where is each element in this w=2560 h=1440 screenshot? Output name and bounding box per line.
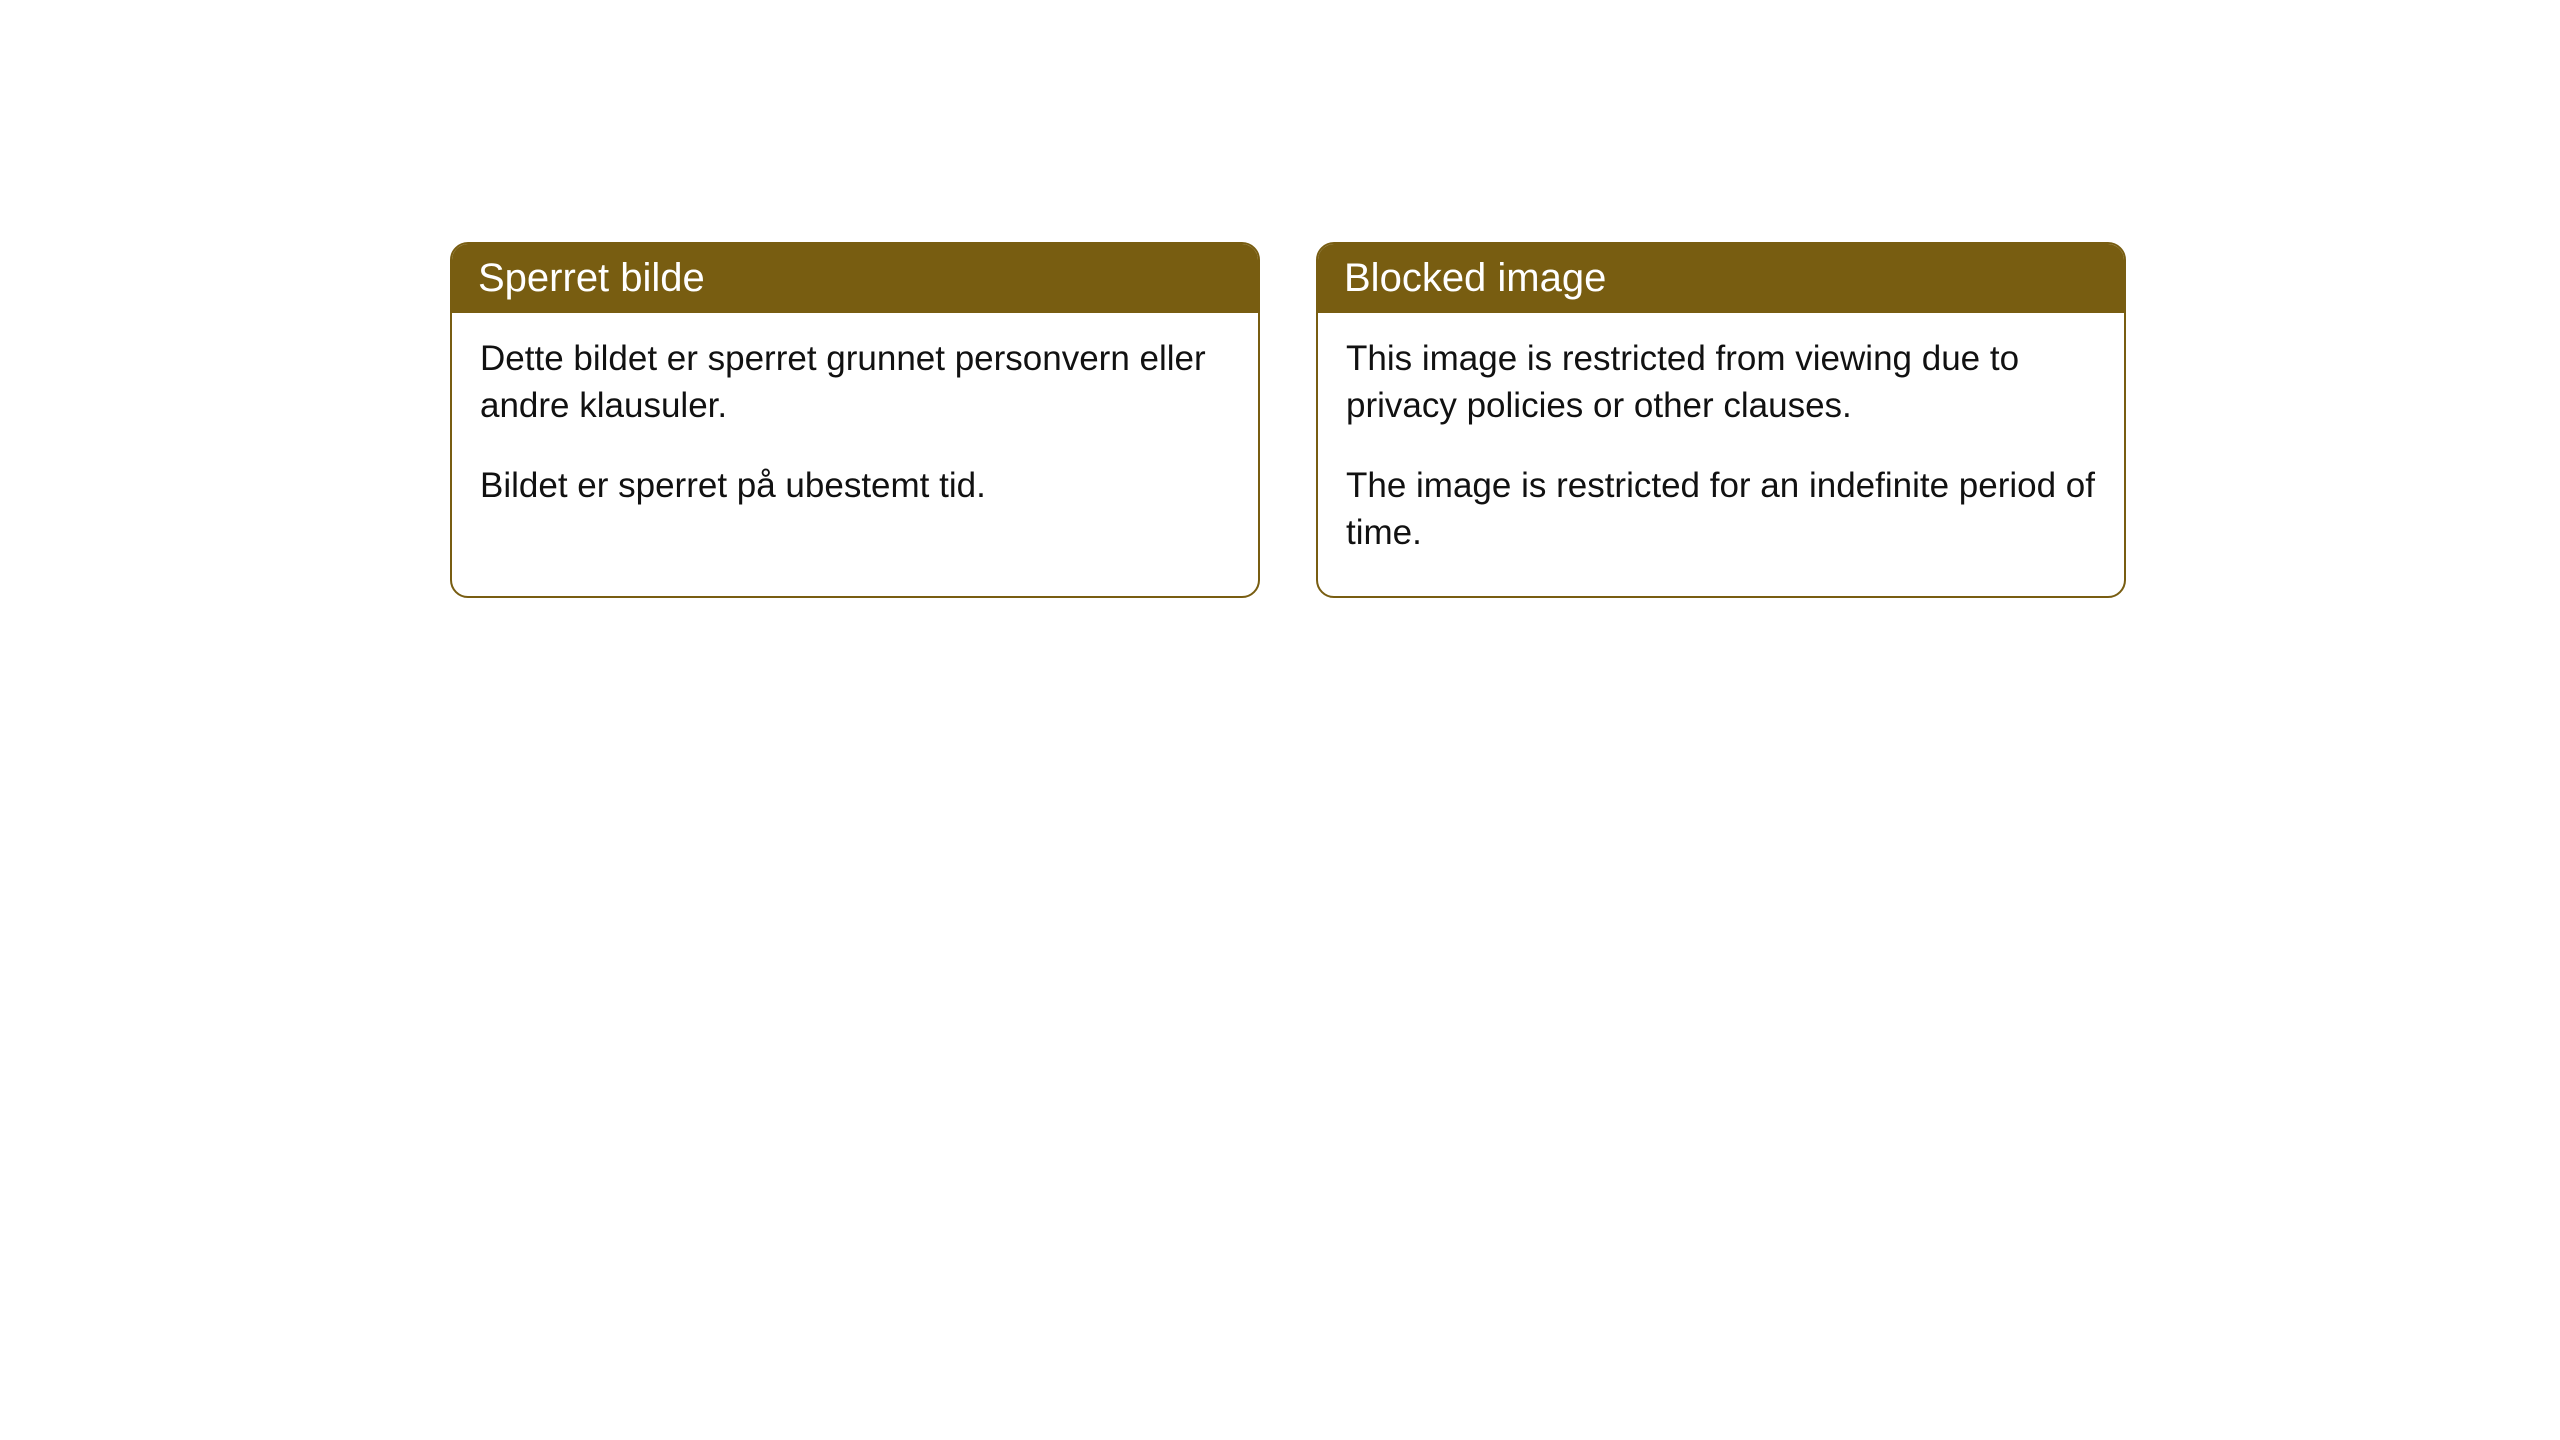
notice-card-norwegian: Sperret bilde Dette bildet er sperret gr… [450, 242, 1260, 598]
card-paragraph: The image is restricted for an indefinit… [1346, 462, 2096, 557]
notice-container: Sperret bilde Dette bildet er sperret gr… [0, 0, 2560, 598]
card-paragraph: Dette bildet er sperret grunnet personve… [480, 335, 1230, 430]
card-title: Sperret bilde [452, 244, 1258, 313]
card-body: Dette bildet er sperret grunnet personve… [452, 313, 1258, 549]
card-body: This image is restricted from viewing du… [1318, 313, 2124, 596]
card-title: Blocked image [1318, 244, 2124, 313]
card-paragraph: This image is restricted from viewing du… [1346, 335, 2096, 430]
card-paragraph: Bildet er sperret på ubestemt tid. [480, 462, 1230, 509]
notice-card-english: Blocked image This image is restricted f… [1316, 242, 2126, 598]
